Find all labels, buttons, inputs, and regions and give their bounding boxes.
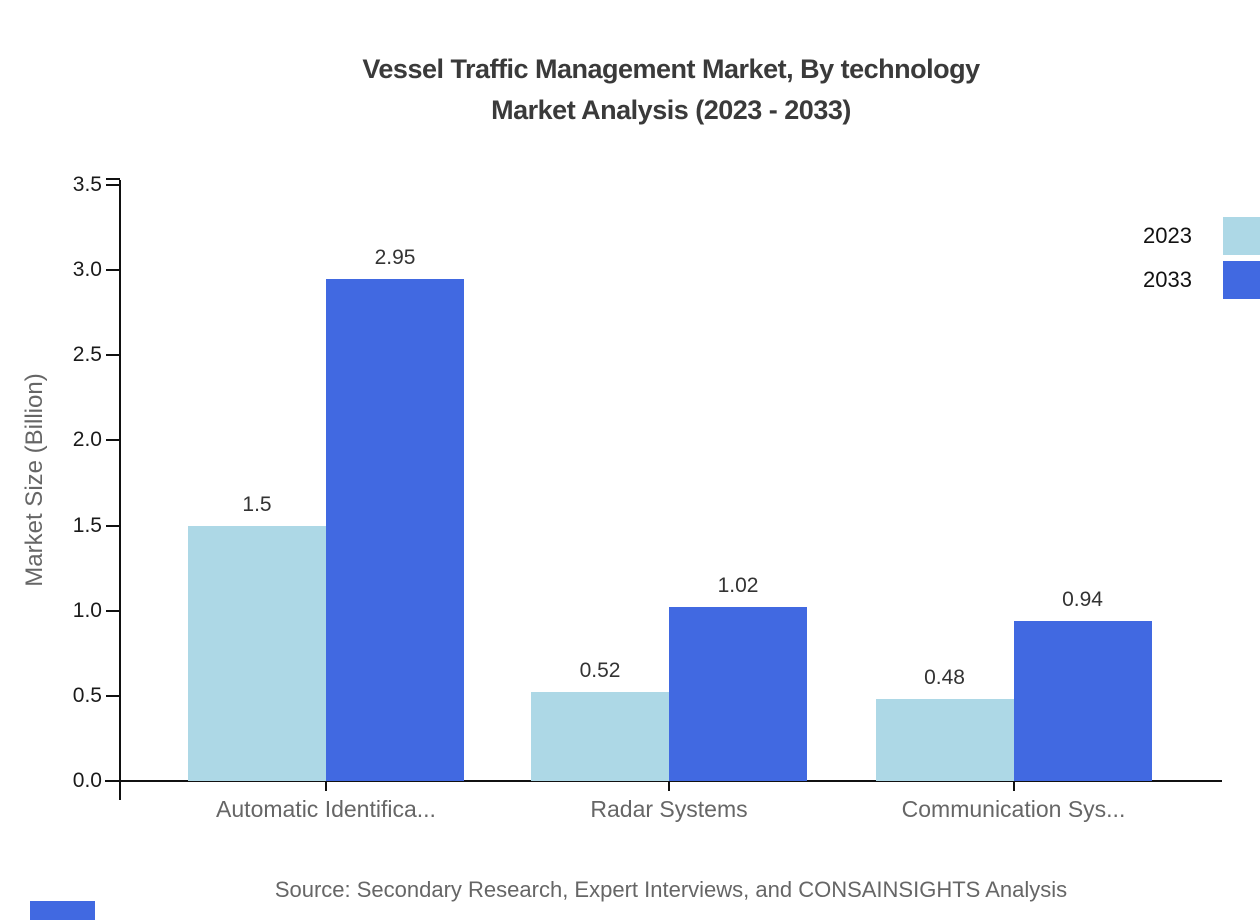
y-axis-cap-tick	[106, 178, 120, 180]
category-label: Automatic Identifica...	[216, 796, 436, 822]
x-tick	[668, 781, 670, 791]
bar-value-label: 0.52	[579, 659, 621, 682]
x-tick	[1012, 781, 1015, 791]
y-tick	[106, 524, 120, 527]
y-tick-label: 2.0	[72, 428, 102, 452]
bar-2023-2	[531, 692, 669, 781]
y-tick	[106, 780, 120, 782]
y-tick	[106, 184, 120, 186]
bar-value-label: 1.5	[242, 493, 272, 516]
y-axis-line	[119, 180, 121, 800]
y-tick	[106, 694, 120, 697]
y-tick	[106, 439, 120, 442]
bar-2023-1	[188, 526, 326, 781]
brand-mark	[30, 901, 95, 920]
y-tick	[106, 354, 120, 357]
category-label: Communication Sys...	[901, 796, 1126, 822]
source-note: Source: Secondary Research, Expert Inter…	[274, 877, 1068, 902]
bar-2033-1	[326, 279, 464, 781]
bar-2033-2	[669, 607, 807, 781]
y-tick-label: 1.5	[72, 513, 102, 537]
bar-value-label: 0.48	[924, 666, 965, 689]
chart-title: Vessel Traffic Management Market, By tec…	[120, 49, 1222, 131]
x-axis-line	[105, 780, 1222, 782]
legend-label-2023: 2023	[1143, 223, 1192, 248]
y-tick-label: 1.0	[72, 598, 102, 622]
legend-swatch-2033	[1223, 261, 1260, 299]
x-tick	[325, 781, 327, 791]
category-label: Radar Systems	[590, 796, 748, 822]
bar-value-label: 0.94	[1062, 588, 1103, 611]
legend-swatch-2023	[1223, 217, 1260, 255]
y-tick-label: 2.5	[72, 343, 102, 367]
y-axis-title: Market Size (Billion)	[21, 373, 48, 587]
y-tick-label: 3.5	[72, 173, 102, 196]
bar-value-label: 1.02	[717, 574, 759, 597]
y-tick-label: 0.5	[72, 683, 102, 707]
legend-label-2033: 2033	[1143, 267, 1192, 292]
y-tick	[106, 609, 120, 612]
y-tick-label: 0.0	[72, 769, 102, 792]
bar-value-label: 2.95	[374, 246, 416, 269]
y-tick-label: 3.0	[72, 258, 102, 282]
chart-title-line2: Market Analysis (2023 - 2033)	[491, 95, 851, 125]
chart-title-line1: Vessel Traffic Management Market, By tec…	[362, 54, 980, 84]
bar-2033-3	[1013, 621, 1152, 781]
bar-2023-3	[875, 699, 1014, 781]
y-tick	[106, 269, 120, 272]
